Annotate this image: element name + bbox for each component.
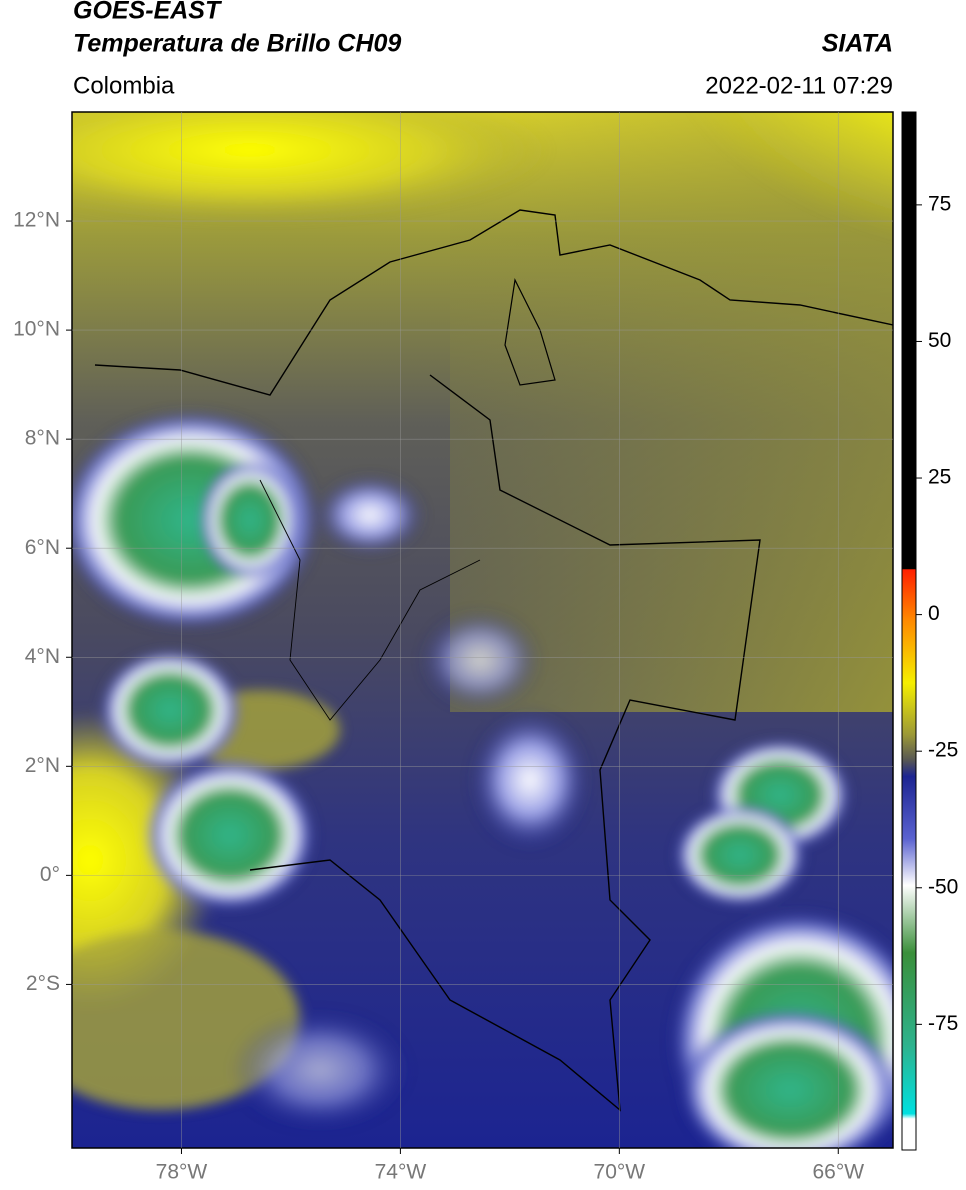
x-tick-label: 70°W [594,1161,646,1184]
y-tick-label: 12°N [13,209,60,232]
y-tick-label: 2°N [25,754,60,777]
region: Colombia [73,72,175,99]
colorbar [901,111,917,1151]
colorbar-tick-label: -75 [928,1012,958,1035]
x-tick-label: 78°W [156,1161,208,1184]
satellite-image [72,112,893,1148]
colorbar-tick-label: 50 [928,329,951,352]
title-line: GOES-EAST [73,0,223,25]
y-tick-label: 0° [40,863,60,886]
colorbar-tick-label: 75 [928,192,951,215]
map-frame [71,111,894,1149]
x-tick-label: 74°W [375,1161,427,1184]
y-tick-label: 2°S [26,972,60,995]
y-tick-label: 10°N [13,318,60,341]
colorbar-tick-label: 0 [928,602,940,625]
colorbar-tick-label: -25 [928,739,958,762]
source: SIATA [822,30,893,58]
y-tick-label: 6°N [25,536,60,559]
y-tick-label: 4°N [25,645,60,668]
colorbar-tick-label: 25 [928,466,951,489]
x-tick-label: 66°W [812,1161,864,1184]
title-line: Temperatura de Brillo CH09 [73,30,401,58]
datetime: 2022-02-11 07:29 [705,72,893,99]
colorbar-tick-label: -50 [928,875,958,898]
y-tick-label: 8°N [25,427,60,450]
